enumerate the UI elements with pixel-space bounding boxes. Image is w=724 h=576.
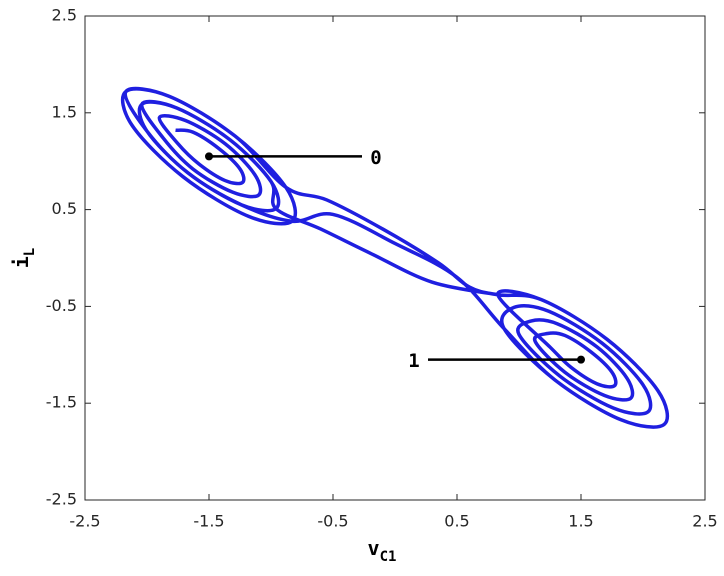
x-label-main: v (368, 536, 380, 560)
y-axis-label: iL (9, 248, 39, 268)
x-tick-label: 1.5 (568, 512, 593, 531)
x-tick-label: -2.5 (69, 512, 100, 531)
annotation-point (205, 152, 213, 161)
x-axis-label: vC1 (368, 536, 397, 566)
y-tick-label: -1.5 (46, 393, 77, 412)
trajectory (120, 86, 670, 429)
x-tick-label: -0.5 (317, 512, 348, 531)
x-label-sub: C1 (380, 549, 397, 565)
x-tick-label: 2.5 (692, 512, 717, 531)
y-tick-label: 2.5 (52, 6, 77, 25)
y-tick-label: 1.5 (52, 102, 77, 121)
annotation-label: 1 (408, 350, 419, 372)
annotation-label: 0 (370, 147, 381, 169)
y-label-main: i (9, 256, 33, 268)
y-tick-label: -0.5 (46, 296, 77, 315)
axes-box (84, 15, 706, 501)
y-label-sub: L (22, 248, 38, 256)
plot-area (85, 16, 705, 500)
annotation-point (577, 355, 585, 364)
x-tick-label: -1.5 (193, 512, 224, 531)
y-tick-label: -2.5 (46, 490, 77, 509)
y-tick-label: 0.5 (52, 199, 77, 218)
x-tick-label: 0.5 (444, 512, 469, 531)
